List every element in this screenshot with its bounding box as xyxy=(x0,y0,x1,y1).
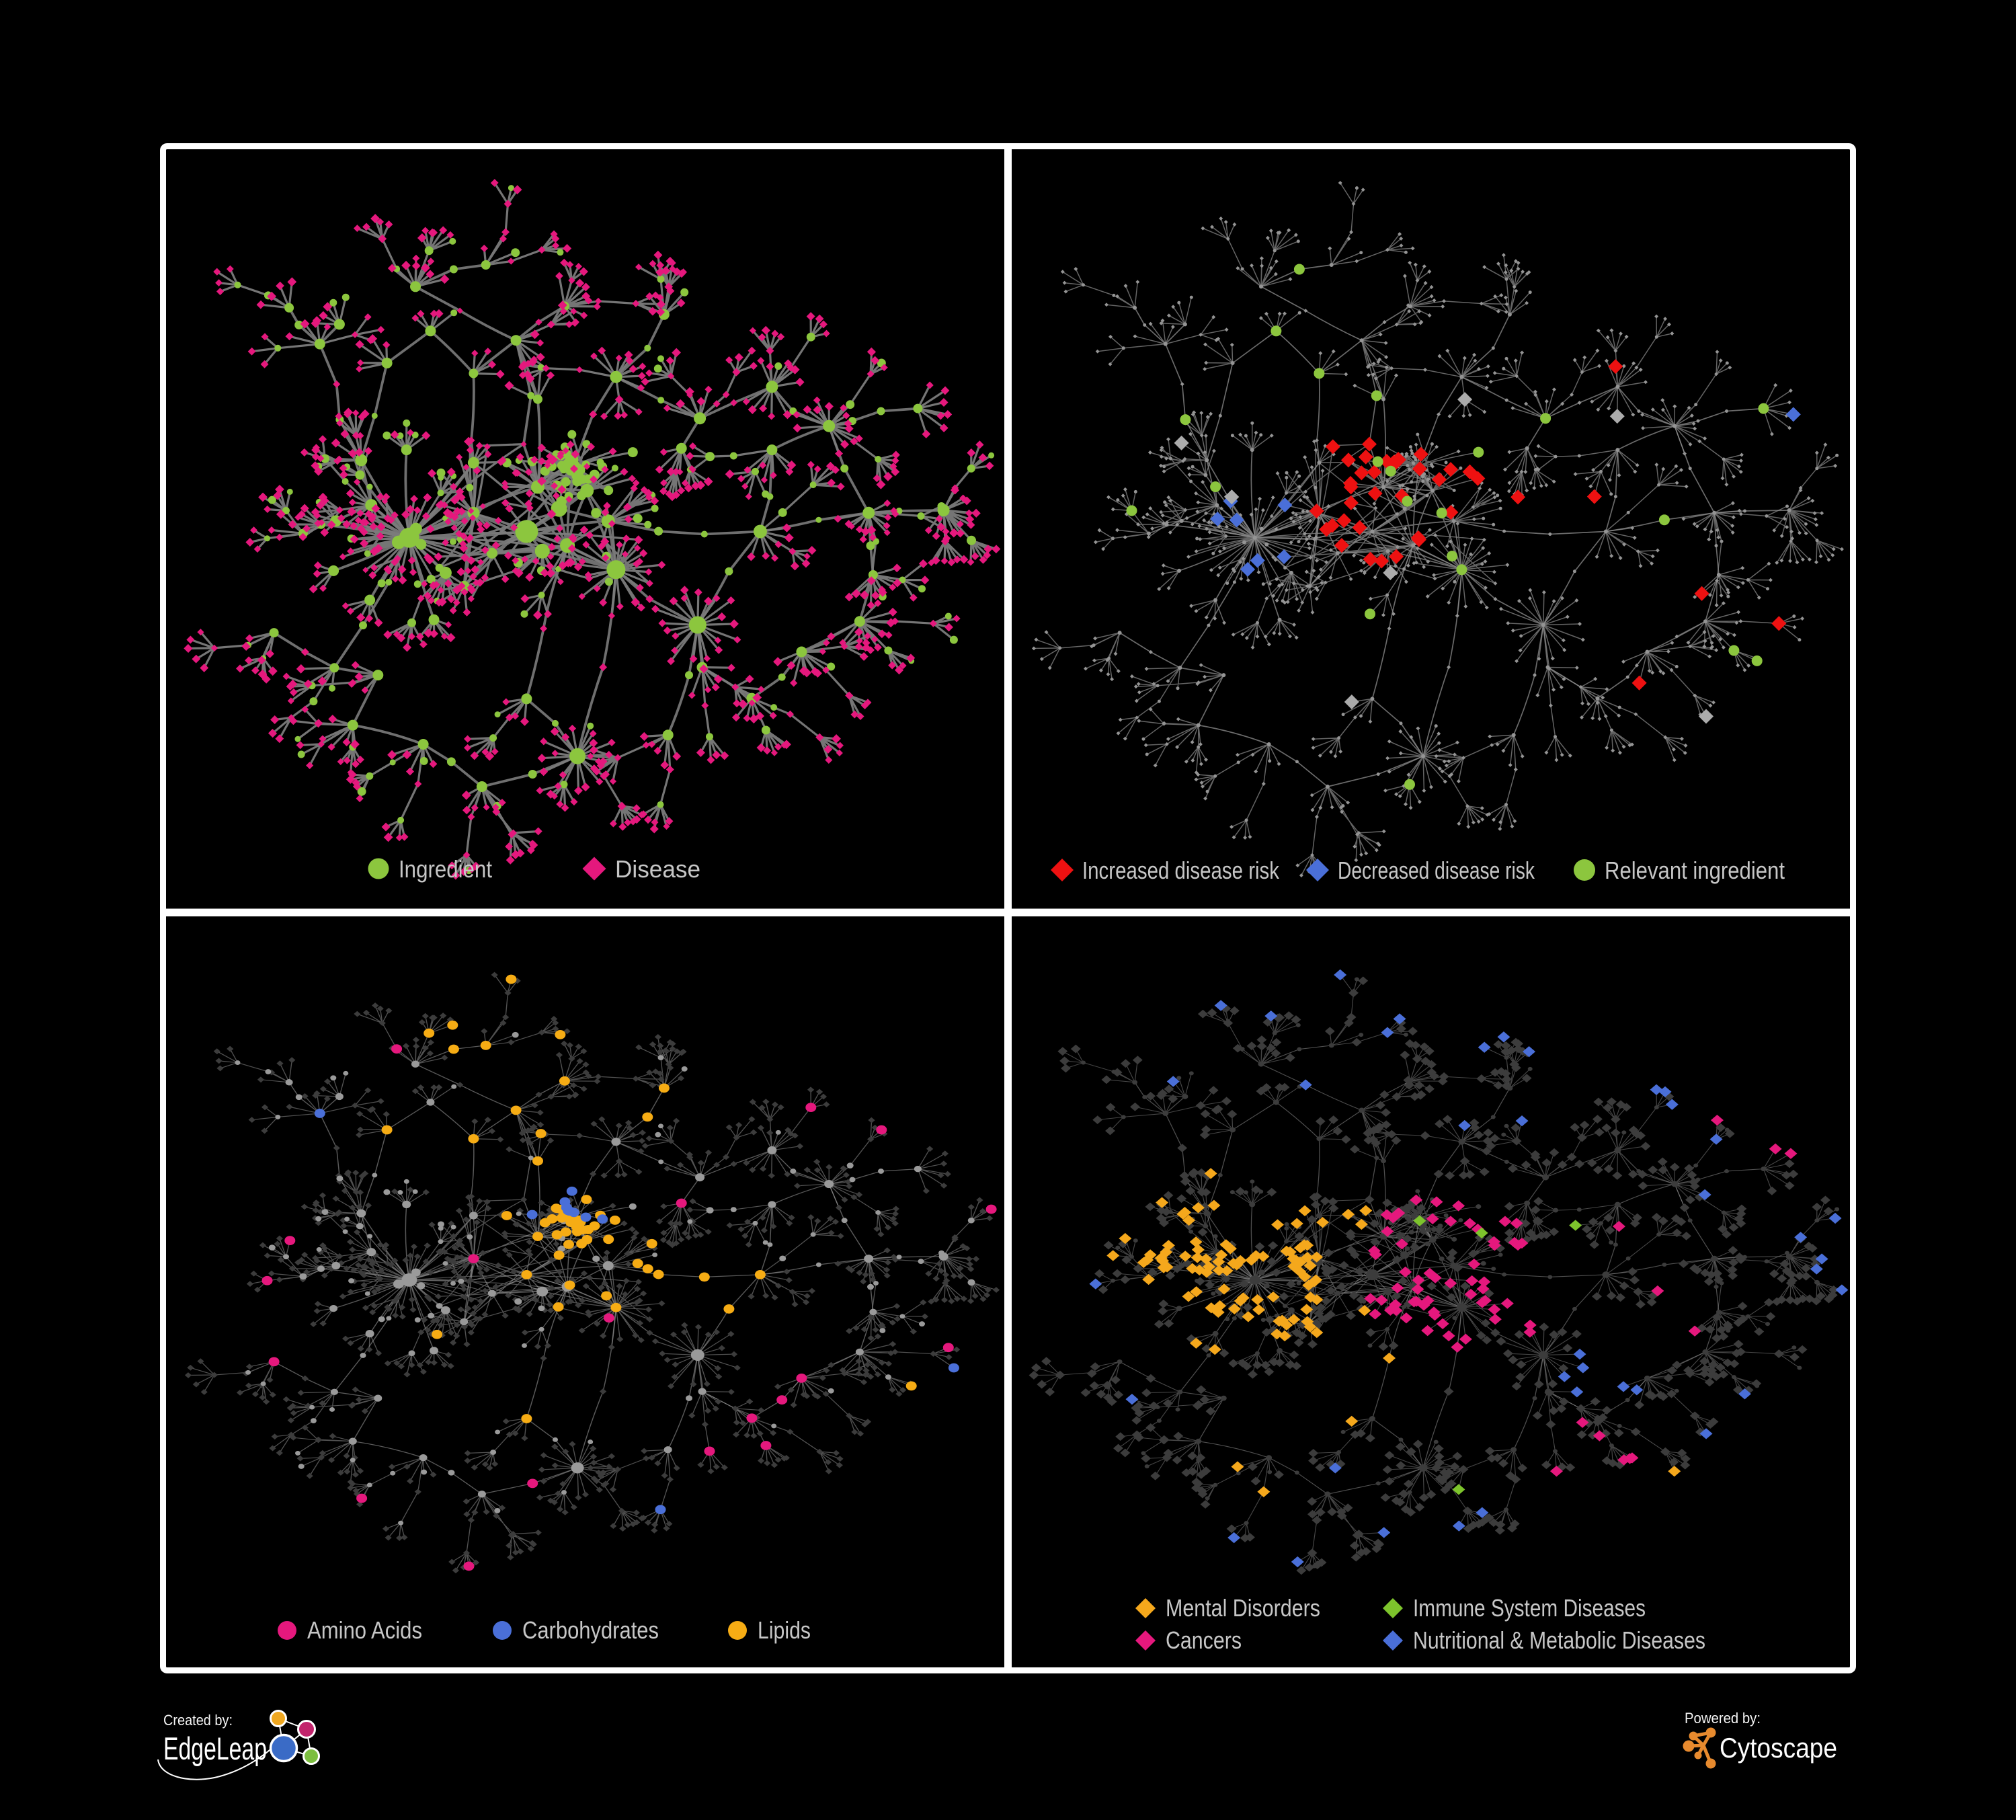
svg-text:Powered by:: Powered by: xyxy=(1685,1710,1761,1727)
svg-text:Decreased disease risk: Decreased disease risk xyxy=(1338,857,1535,884)
svg-text:EdgeLeap: EdgeLeap xyxy=(163,1731,267,1766)
svg-text:Disease: Disease xyxy=(615,855,700,883)
svg-text:Nutritional & Metabolic Diseas: Nutritional & Metabolic Diseases xyxy=(1413,1626,1705,1654)
svg-text:Ingredient: Ingredient xyxy=(399,855,492,883)
svg-text:Lipids: Lipids xyxy=(758,1616,811,1644)
svg-text:Cancers: Cancers xyxy=(1166,1626,1242,1654)
svg-text:Relevant ingredient: Relevant ingredient xyxy=(1605,857,1785,884)
svg-text:Immune System Diseases: Immune System Diseases xyxy=(1413,1594,1646,1622)
svg-text:Carbohydrates: Carbohydrates xyxy=(522,1616,659,1644)
svg-text:Created by:: Created by: xyxy=(163,1712,233,1729)
svg-text:Mental Disorders: Mental Disorders xyxy=(1166,1594,1320,1622)
svg-text:Increased disease risk: Increased disease risk xyxy=(1082,857,1280,884)
svg-text:Amino Acids: Amino Acids xyxy=(307,1616,422,1644)
svg-text:Cytoscape: Cytoscape xyxy=(1720,1732,1837,1764)
